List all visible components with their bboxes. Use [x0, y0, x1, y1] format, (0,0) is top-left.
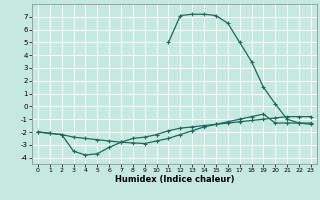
X-axis label: Humidex (Indice chaleur): Humidex (Indice chaleur) [115, 175, 234, 184]
